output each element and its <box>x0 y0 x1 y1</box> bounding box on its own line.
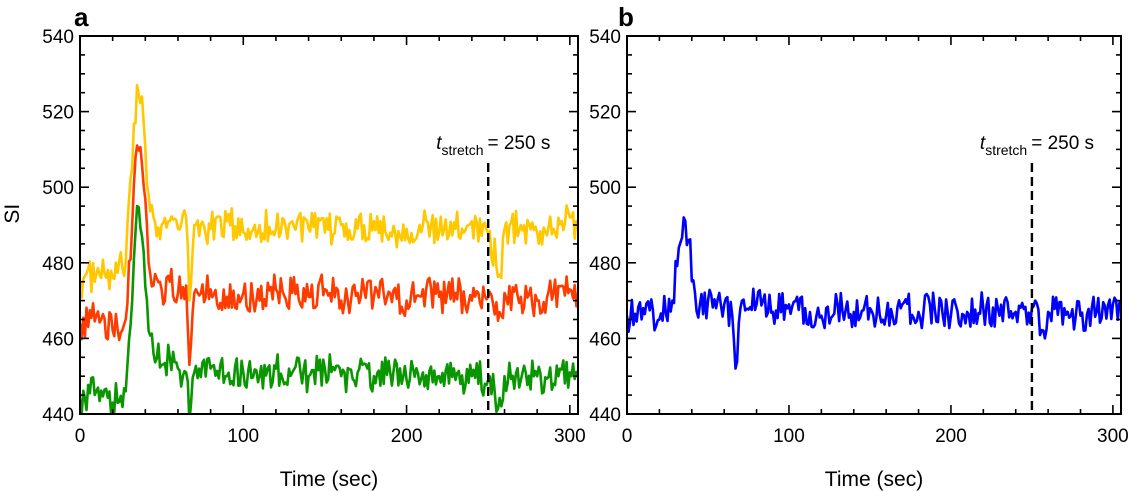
marker-label: tstretch = 250 s <box>980 133 1094 158</box>
y-tick-label: 520 <box>42 103 74 124</box>
marker-label-var: t <box>436 133 442 154</box>
marker-label-var: t <box>980 133 986 154</box>
x-tick-label: 200 <box>935 426 967 447</box>
marker-label-rest: = 250 s <box>487 133 550 154</box>
x-tick-label: 300 <box>554 426 586 447</box>
y-tick-label: 460 <box>42 329 74 350</box>
x-tick-label: 300 <box>1097 426 1129 447</box>
x-tick-label: 200 <box>391 426 423 447</box>
y-tick-label: 540 <box>589 27 621 48</box>
y-tick-label: 440 <box>589 405 621 426</box>
series-line-0 <box>627 216 1121 370</box>
y-tick-label: 500 <box>42 178 74 199</box>
y-tick-label: 520 <box>589 103 621 124</box>
y-tick-label: 460 <box>589 329 621 350</box>
marker-label: tstretch = 250 s <box>436 133 550 158</box>
panel-a: a tstretch = 250 s 0 100 200 300 440 460 480 500 52… <box>1 2 586 491</box>
marker-label-sub: stretch <box>441 142 483 158</box>
x-tick-label: 0 <box>75 426 86 447</box>
x-tick-label: 0 <box>622 426 633 447</box>
x-tick-label: 100 <box>227 426 259 447</box>
y-tick-label: 440 <box>42 405 74 426</box>
x-tick-label: 100 <box>773 426 805 447</box>
panel-label: b <box>618 2 634 32</box>
y-axis-title: SI <box>1 204 24 224</box>
panel-b: b tstretch = 250 s 0 100 200 300 440 460 480 500 52… <box>589 2 1128 491</box>
x-axis-title: Time (sec) <box>280 468 378 491</box>
y-tick-label: 480 <box>42 254 74 275</box>
x-axis-title: Time (sec) <box>825 468 923 491</box>
marker-label-rest: = 250 s <box>1031 133 1094 154</box>
series-line-1 <box>80 144 578 367</box>
y-tick-label: 500 <box>589 178 621 199</box>
series-line-2 <box>80 204 578 414</box>
panel-label: a <box>74 2 89 32</box>
marker-label-sub: stretch <box>985 142 1027 158</box>
series-line-0 <box>80 83 578 302</box>
plot-frame <box>626 35 1122 415</box>
y-tick-label: 540 <box>42 27 74 48</box>
y-tick-label: 480 <box>589 254 621 275</box>
